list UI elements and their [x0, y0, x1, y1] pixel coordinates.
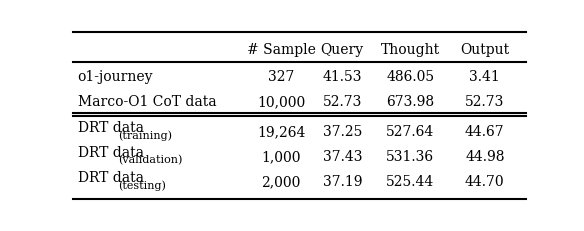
Text: 52.73: 52.73 — [322, 94, 362, 109]
Text: 41.53: 41.53 — [322, 70, 362, 84]
Text: 10,000: 10,000 — [257, 94, 305, 109]
Text: 486.05: 486.05 — [386, 70, 434, 84]
Text: 1,000: 1,000 — [262, 150, 301, 164]
Text: 44.98: 44.98 — [465, 150, 505, 164]
Text: Marco-O1 CoT data: Marco-O1 CoT data — [78, 94, 216, 109]
Text: 37.25: 37.25 — [322, 125, 362, 139]
Text: 673.98: 673.98 — [386, 94, 434, 109]
Text: 19,264: 19,264 — [257, 125, 305, 139]
Text: 37.19: 37.19 — [322, 175, 362, 188]
Text: 37.43: 37.43 — [322, 150, 362, 164]
Text: Output: Output — [460, 43, 509, 57]
Text: (testing): (testing) — [118, 179, 166, 190]
Text: DRT data: DRT data — [78, 146, 144, 160]
Text: (validation): (validation) — [118, 155, 182, 165]
Text: o1-journey: o1-journey — [78, 70, 153, 84]
Text: DRT data: DRT data — [78, 171, 144, 185]
Text: # Sample: # Sample — [247, 43, 315, 57]
Text: 531.36: 531.36 — [386, 150, 434, 164]
Text: (training): (training) — [118, 129, 172, 140]
Text: 3.41: 3.41 — [470, 70, 500, 84]
Text: 527.64: 527.64 — [386, 125, 434, 139]
Text: 44.70: 44.70 — [465, 175, 505, 188]
Text: Query: Query — [321, 43, 364, 57]
Text: Thought: Thought — [381, 43, 440, 57]
Text: 44.67: 44.67 — [465, 125, 505, 139]
Text: 327: 327 — [268, 70, 294, 84]
Text: 52.73: 52.73 — [465, 94, 505, 109]
Text: 525.44: 525.44 — [386, 175, 434, 188]
Text: DRT data: DRT data — [78, 121, 144, 135]
Text: 2,000: 2,000 — [262, 175, 301, 188]
